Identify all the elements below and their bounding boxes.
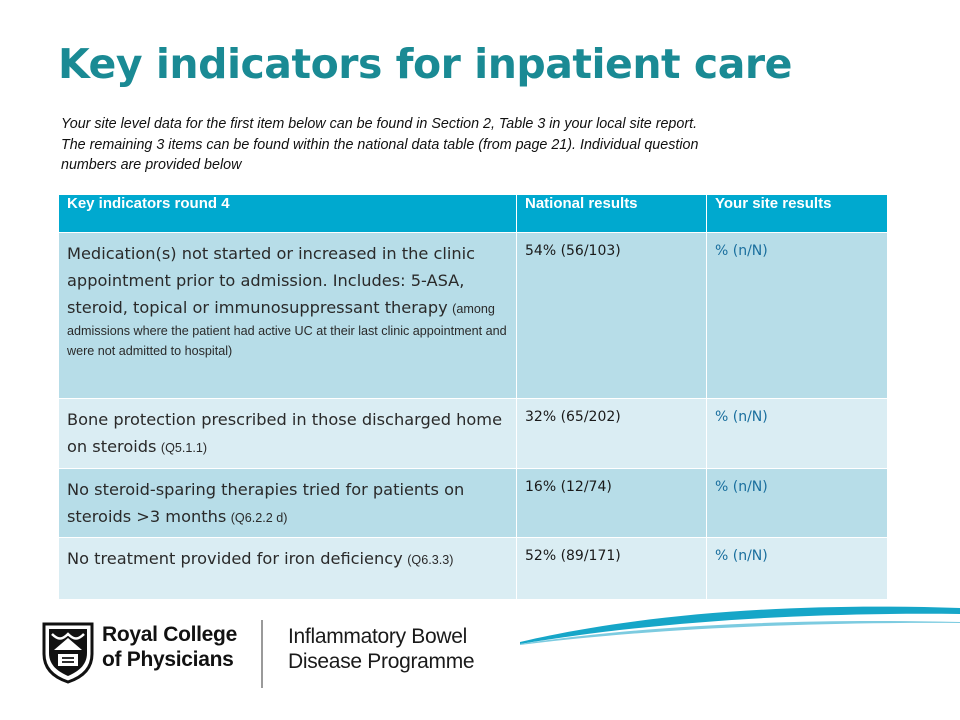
rcp-crest-icon <box>40 620 96 689</box>
programme-wordmark: Inflammatory Bowel Disease Programme <box>288 624 475 674</box>
table-row: No treatment provided for iron deficienc… <box>58 537 888 600</box>
rcp-wordmark: Royal College of Physicians <box>102 622 237 672</box>
site-result: % (n/N) <box>715 548 768 564</box>
instructions-text: Your site level data for the first item … <box>61 114 861 176</box>
site-result: % (n/N) <box>715 409 768 425</box>
indicator-cell: No steroid-sparing therapies tried for p… <box>58 468 517 538</box>
national-result: 52% (89/171) <box>525 548 621 564</box>
instructions-line: Your site level data for the first item … <box>61 116 698 132</box>
column-header-site: Your site results <box>706 194 888 233</box>
site-result-cell: % (n/N) <box>706 232 888 399</box>
indicator-note: (among admissions where the patient had … <box>67 302 507 358</box>
logo-divider <box>261 620 263 688</box>
table-row: No steroid-sparing therapies tried for p… <box>58 468 888 538</box>
national-result: 16% (12/74) <box>525 479 612 495</box>
page-title: Key indicators for inpatient care <box>58 40 792 88</box>
rcp-line: of Physicians <box>102 648 234 671</box>
national-result: 32% (65/202) <box>525 409 621 425</box>
column-header-national: National results <box>516 194 707 233</box>
table-row: Bone protection prescribed in those disc… <box>58 398 888 469</box>
key-indicators-table: Key indicators round 4 National results … <box>58 194 888 600</box>
indicator-note: (Q5.1.1) <box>160 441 208 455</box>
site-result-cell: % (n/N) <box>706 398 888 469</box>
indicator-text: Bone protection prescribed in those disc… <box>67 410 503 456</box>
footer-logos: Royal College of Physicians Inflammatory… <box>36 614 546 692</box>
indicator-cell: Medication(s) not started or increased i… <box>58 232 517 399</box>
swoosh-decoration-icon <box>520 586 960 651</box>
rcp-line: Royal College <box>102 623 237 646</box>
national-result-cell: 16% (12/74) <box>516 468 707 538</box>
table-header-row: Key indicators round 4 National results … <box>58 194 888 233</box>
indicator-cell: No treatment provided for iron deficienc… <box>58 537 517 600</box>
site-result-cell: % (n/N) <box>706 468 888 538</box>
programme-line: Inflammatory Bowel <box>288 625 467 648</box>
national-result: 54% (56/103) <box>525 243 621 259</box>
column-header-indicator: Key indicators round 4 <box>58 194 517 233</box>
instructions-line: The remaining 3 items can be found withi… <box>61 136 699 153</box>
site-result: % (n/N) <box>715 243 768 259</box>
national-result-cell: 32% (65/202) <box>516 398 707 469</box>
instructions-line: numbers are provided below <box>61 157 242 173</box>
national-result-cell: 54% (56/103) <box>516 232 707 399</box>
indicator-note: (Q6.3.3) <box>407 553 454 567</box>
indicator-cell: Bone protection prescribed in those disc… <box>58 398 517 469</box>
site-result-cell: % (n/N) <box>706 537 888 600</box>
site-result: % (n/N) <box>715 479 768 495</box>
indicator-note: (Q6.2.2 d) <box>230 511 288 525</box>
national-result-cell: 52% (89/171) <box>516 537 707 600</box>
programme-line: Disease Programme <box>288 650 475 673</box>
table-row: Medication(s) not started or increased i… <box>58 232 888 399</box>
indicator-text: No treatment provided for iron deficienc… <box>67 549 403 568</box>
indicator-text: No steroid-sparing therapies tried for p… <box>67 480 465 526</box>
indicator-text: Medication(s) not started or increased i… <box>67 244 475 317</box>
